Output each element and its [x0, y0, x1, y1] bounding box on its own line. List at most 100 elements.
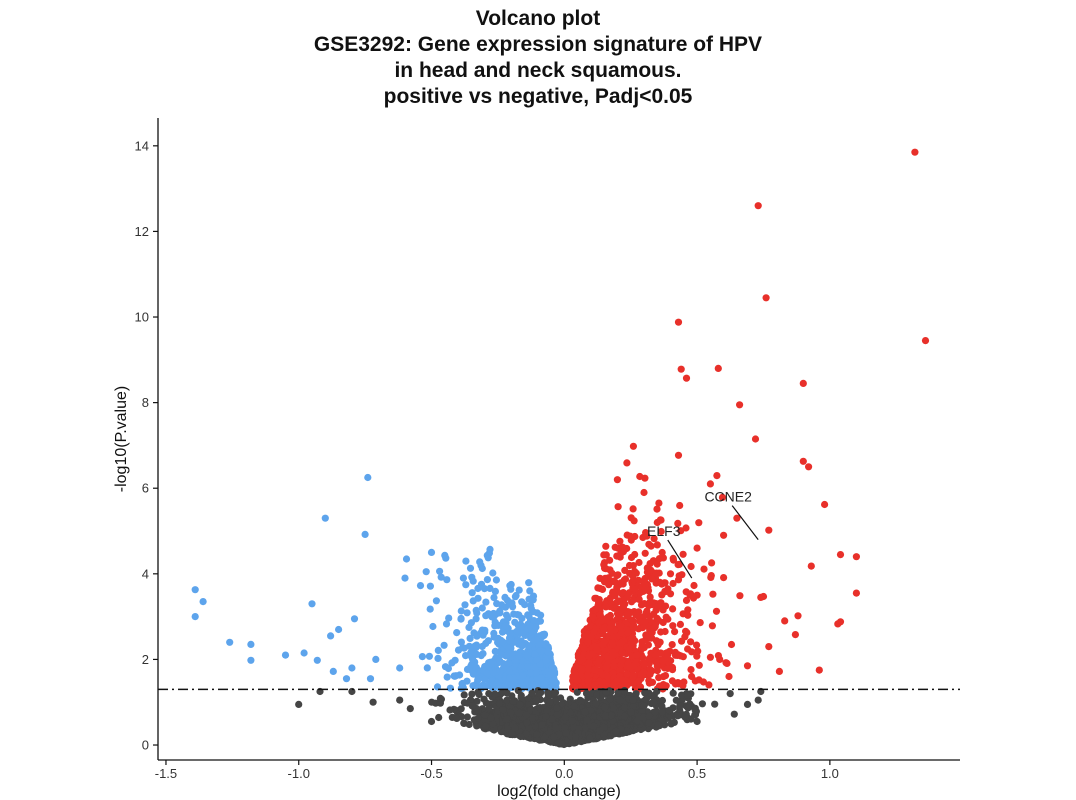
up-gene-point	[911, 148, 919, 156]
ns-gene-point	[639, 713, 648, 722]
up-gene-point	[584, 638, 592, 646]
ns-gene-point	[460, 719, 468, 727]
up-gene-point	[593, 646, 601, 654]
x-tick-label: 1.0	[821, 766, 839, 781]
up-gene-point	[581, 632, 590, 640]
down-gene-point	[542, 657, 550, 665]
up-gene-point	[641, 585, 650, 593]
ns-gene-point	[548, 715, 557, 723]
down-gene-point	[514, 636, 522, 644]
axes-layer: -1.5 -1.0 -0.5 0.0 0.5 1.0 0 2 4 6 8 10 12 14	[135, 118, 960, 781]
up-gene-point	[650, 535, 658, 543]
down-gene-point	[540, 680, 549, 688]
ns-gene-point	[507, 708, 515, 717]
up-gene-point	[693, 652, 701, 660]
down-gene-point	[423, 664, 431, 672]
down-gene-point	[525, 612, 533, 621]
ns-gene-point	[614, 689, 622, 697]
up-gene-point	[594, 602, 602, 610]
up-gene-point	[723, 659, 731, 668]
down-gene-point	[474, 674, 482, 683]
up-gene-point	[775, 667, 784, 676]
ns-gene-point	[568, 739, 577, 747]
ns-gene-point	[698, 700, 707, 708]
title-line-1: Volcano plot	[475, 7, 601, 30]
up-gene-point	[625, 646, 633, 654]
y-tick-label: 12	[135, 224, 149, 239]
down-gene-point	[530, 617, 538, 625]
down-gene-point	[510, 610, 518, 618]
down-gene-point	[544, 648, 552, 656]
down-gene-point	[532, 669, 540, 677]
up-gene-point	[693, 544, 701, 552]
up-gene-point	[602, 565, 610, 573]
ns-gene-point	[543, 707, 551, 715]
down-gene-point	[426, 605, 434, 613]
up-gene-point	[683, 629, 691, 637]
ns-gene-point	[517, 732, 525, 741]
up-gene-point	[695, 519, 703, 527]
ns-gene-point	[711, 700, 719, 708]
ns-gene-point	[658, 708, 666, 716]
up-gene-point	[572, 673, 580, 681]
down-gene-point	[416, 582, 425, 590]
up-gene-point	[647, 542, 655, 550]
up-gene-point	[659, 554, 668, 562]
ns-gene-point	[601, 712, 609, 720]
up-gene-point	[668, 663, 677, 672]
x-tick-label: 0.0	[555, 766, 573, 781]
up-gene-point	[635, 558, 643, 567]
y-tick-label: 4	[142, 566, 149, 581]
up-gene-point	[629, 572, 637, 580]
up-gene-point	[635, 595, 643, 604]
up-gene-point	[610, 681, 618, 689]
y-tick-label: 0	[142, 738, 149, 753]
down-gene-point	[515, 652, 523, 660]
up-gene-point	[653, 541, 661, 549]
ns-gene-point	[667, 720, 675, 728]
ns-gene-point	[681, 712, 689, 720]
ns-gene-point	[620, 704, 629, 712]
ns-gene-point	[587, 706, 595, 715]
up-gene-point	[653, 614, 661, 622]
up-gene-point	[674, 651, 682, 660]
up-gene-point	[635, 677, 643, 685]
up-gene-point	[642, 631, 650, 639]
ns-gene-point	[522, 730, 530, 738]
y-tick-label: 2	[142, 652, 149, 667]
up-gene-point	[623, 670, 631, 678]
down-gene-point	[489, 680, 497, 689]
down-gene-point	[472, 606, 480, 615]
down-gene-point	[526, 669, 535, 677]
ns-gene-point	[516, 709, 524, 717]
ns-gene-point	[485, 705, 493, 713]
ns-gene-point	[542, 712, 550, 721]
up-gene-point	[781, 617, 789, 625]
ns-gene-point	[650, 698, 658, 706]
ns-gene-point	[499, 706, 507, 714]
ns-gene-point	[295, 700, 303, 709]
up-gene-point	[700, 565, 708, 573]
ns-gene-point	[691, 706, 699, 714]
ns-gene-point	[568, 717, 577, 725]
down-gene-point	[472, 641, 481, 649]
ns-gene-point	[541, 733, 549, 741]
up-gene-point	[636, 472, 644, 481]
up-gene-point	[578, 667, 586, 675]
x-tick-label: -1.0	[288, 766, 310, 781]
down-gene-point	[426, 582, 434, 590]
down-gene-point	[518, 642, 526, 650]
down-gene-point	[473, 650, 481, 659]
up-gene-point	[663, 649, 671, 657]
up-gene-point	[661, 672, 670, 680]
up-gene-point	[648, 628, 656, 637]
down-gene-point	[401, 574, 409, 582]
ns-gene-point	[538, 721, 546, 729]
up-gene-point	[619, 589, 627, 597]
up-gene-point	[677, 365, 685, 373]
ns-gene-point	[602, 688, 610, 696]
up-gene-point	[616, 550, 625, 558]
up-gene-point	[645, 654, 654, 663]
ns-gene-point	[581, 708, 589, 716]
up-gene-point	[646, 560, 654, 568]
